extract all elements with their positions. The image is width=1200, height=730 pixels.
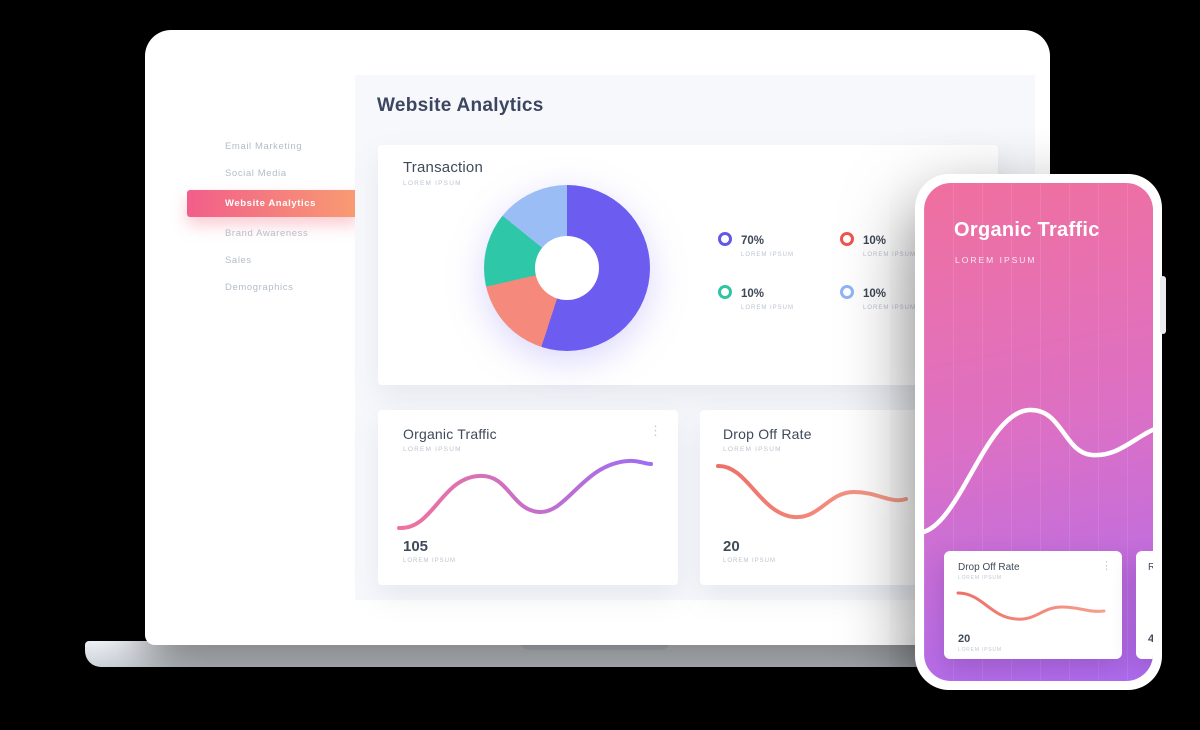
legend-value: 10% xyxy=(863,288,887,300)
transaction-title: Transaction xyxy=(403,159,484,176)
page-title: Website Analytics xyxy=(377,95,544,116)
phone-page-subtitle: LOREM IPSUM xyxy=(955,255,1037,265)
legend-item: 10% LOREM IPSUM xyxy=(840,284,916,311)
phone-screen: Organic Traffic LOREM IPSUM Drop Off Rat… xyxy=(924,183,1153,681)
phone-partial-card-title: R xyxy=(1148,562,1153,573)
phone-dropoff-card: Drop Off Rate LOREM IPSUM ⋮ 20 LOREM IPS… xyxy=(944,551,1122,659)
main-content: Website Analytics Transaction LOREM IPSU… xyxy=(355,75,1035,600)
legend-value: 70% xyxy=(741,235,765,247)
phone-card-value: 20 xyxy=(958,633,971,645)
legend-label: LOREM IPSUM xyxy=(863,252,917,258)
phone: Organic Traffic LOREM IPSUM Drop Off Rat… xyxy=(915,174,1166,690)
laptop-base-notch xyxy=(520,641,670,650)
legend-label: LOREM IPSUM xyxy=(863,305,917,311)
organic-card-title: Organic Traffic xyxy=(403,426,497,442)
organic-metric-value: 105 xyxy=(403,538,429,555)
kebab-menu-icon[interactable]: ⋮ xyxy=(1101,560,1112,572)
dropoff-metric-value: 20 xyxy=(723,538,740,555)
legend-label: LOREM IPSUM xyxy=(741,252,795,258)
phone-organic-line-chart xyxy=(924,407,1153,534)
legend-value: 10% xyxy=(863,235,887,247)
sidebar: Email Marketing Social Media Website Ana… xyxy=(175,75,359,600)
sidebar-item-email-marketing[interactable]: Email Marketing xyxy=(225,141,303,152)
organic-traffic-line-chart xyxy=(397,458,653,531)
phone-partial-card: R 4 xyxy=(1136,551,1153,659)
organic-card-subtitle: LOREM IPSUM xyxy=(403,446,462,453)
dropoff-metric-label: LOREM IPSUM xyxy=(723,558,777,564)
sidebar-menu: Email Marketing Social Media Website Ana… xyxy=(175,133,359,301)
legend-ring-teal-icon xyxy=(718,285,732,299)
legend-label: LOREM IPSUM xyxy=(741,305,795,311)
legend-value: 10% xyxy=(741,288,765,300)
phone-page-title: Organic Traffic xyxy=(954,219,1100,241)
phone-card-subtitle: LOREM IPSUM xyxy=(958,575,1002,581)
transaction-subtitle: LOREM IPSUM xyxy=(403,180,462,187)
drop-off-rate-line-chart xyxy=(716,463,908,520)
laptop: Email Marketing Social Media Website Ana… xyxy=(145,30,1050,645)
sidebar-item-brand-awareness[interactable]: Brand Awareness xyxy=(225,228,309,239)
legend-item: 10% LOREM IPSUM xyxy=(718,284,840,311)
kebab-menu-icon[interactable]: ⋮ xyxy=(649,423,662,438)
organic-metric-label: LOREM IPSUM xyxy=(403,558,457,564)
dropoff-card-title: Drop Off Rate xyxy=(723,426,812,442)
dropoff-card-subtitle: LOREM IPSUM xyxy=(723,446,782,453)
transaction-legend: 70% LOREM IPSUM 10% LOREM IPSUM 10% LORE… xyxy=(718,231,916,311)
sidebar-item-social-media[interactable]: Social Media xyxy=(225,168,287,179)
organic-traffic-card: Organic Traffic LOREM IPSUM ⋮ 105 LOREM … xyxy=(378,410,678,585)
drop-off-rate-card: Drop Off Rate LOREM IPSUM 20 LOREM IPSUM xyxy=(700,410,922,585)
phone-card-title: Drop Off Rate xyxy=(958,562,1020,573)
sidebar-item-sales[interactable]: Sales xyxy=(225,255,252,266)
donut-hole xyxy=(535,236,599,300)
legend-ring-purple-icon xyxy=(718,232,732,246)
legend-ring-red-icon xyxy=(840,232,854,246)
phone-partial-card-value: 4 xyxy=(1148,633,1153,645)
transaction-card: Transaction LOREM IPSUM 70% LOREM IPSUM … xyxy=(378,145,998,385)
phone-dropoff-line-chart xyxy=(956,591,1106,621)
legend-item: 70% LOREM IPSUM xyxy=(718,231,840,258)
sidebar-item-demographics[interactable]: Demographics xyxy=(225,282,294,293)
legend-item: 10% LOREM IPSUM xyxy=(840,231,916,258)
phone-card-value-label: LOREM IPSUM xyxy=(958,647,1002,653)
legend-ring-blue-icon xyxy=(840,285,854,299)
sidebar-item-website-analytics[interactable]: Website Analytics xyxy=(187,190,359,217)
phone-side-button xyxy=(1160,276,1166,334)
